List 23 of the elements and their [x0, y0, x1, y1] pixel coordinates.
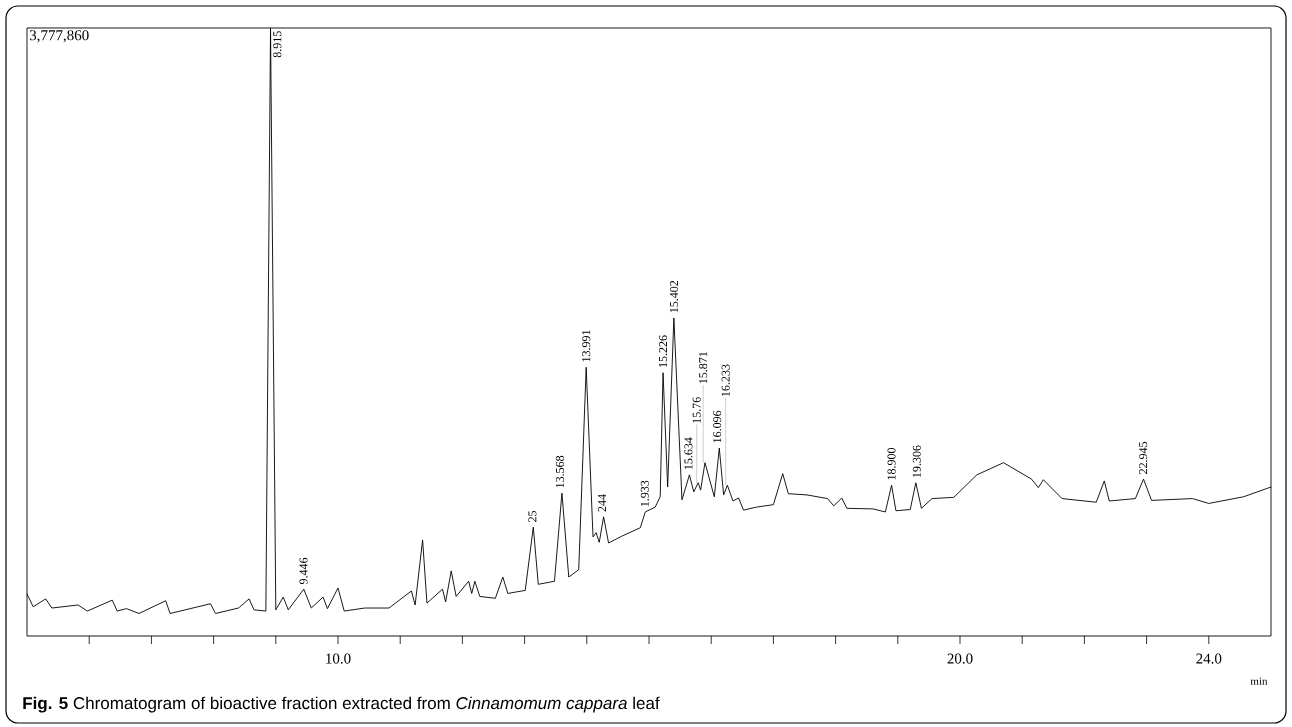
annotation: 15.871 — [699, 351, 708, 384]
annotation: 13.568 — [555, 455, 565, 488]
annotation: 16.233 — [721, 364, 730, 397]
annotation: 15.402 — [669, 280, 679, 313]
annotation: 19.306 — [912, 445, 921, 478]
annotation: 15.76 — [692, 397, 701, 423]
annotation: 244 — [598, 494, 606, 512]
annotation: 9.446 — [299, 557, 308, 585]
annotation: 15.634 — [684, 437, 693, 470]
text: Fig. 5 Chromatogram of bioactive fraction extracted from Cinnamomum cappara leaf — [23, 696, 660, 713]
annotation: 1.933 — [640, 480, 649, 507]
x-axis-title: min — [1250, 677, 1268, 685]
annotation: 8.915 — [273, 31, 282, 58]
x-tick-label: 10.0 — [326, 653, 351, 664]
annotation: 18.900 — [887, 447, 896, 480]
x-tick-label: 24.0 — [1196, 653, 1222, 664]
annotation: 3,777,860 — [29, 30, 89, 43]
x-tick-label: 20.0 — [947, 653, 973, 664]
annotation: 22.945 — [1139, 441, 1148, 474]
annotation: 15.226 — [659, 335, 668, 367]
annotation: 25 — [528, 510, 537, 522]
annotation: 13.991 — [582, 330, 591, 362]
annotation: 16.096 — [713, 410, 722, 443]
